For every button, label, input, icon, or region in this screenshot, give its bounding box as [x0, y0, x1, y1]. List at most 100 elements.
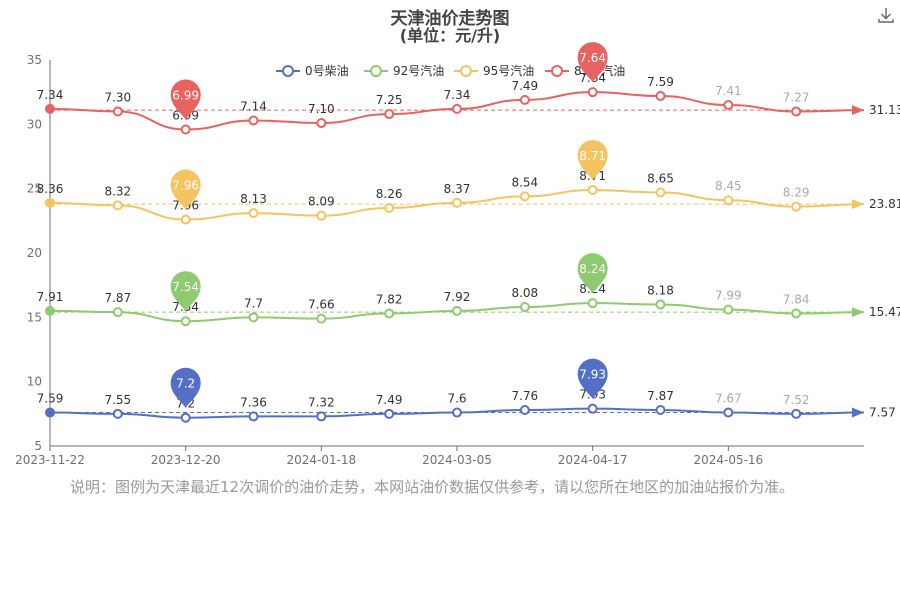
data-point	[316, 411, 327, 422]
data-label: 8.37	[444, 182, 471, 196]
x-tick-label: 2023-11-22	[15, 453, 85, 467]
data-label: 8.65	[647, 172, 674, 186]
legend-label: 92号汽油	[393, 63, 444, 78]
data-point	[655, 404, 666, 415]
y-tick-label: 35	[27, 53, 42, 67]
data-point	[45, 407, 55, 418]
data-label: 7.32	[308, 395, 335, 409]
x-tick-label: 2024-05-16	[693, 453, 763, 467]
data-label: 7.7	[244, 296, 263, 310]
data-point	[452, 103, 462, 114]
data-point	[248, 115, 259, 126]
data-point	[316, 210, 327, 221]
min-marker-pin	[170, 367, 201, 408]
data-label: 7.49	[376, 393, 403, 407]
data-label: 8.09	[308, 195, 335, 209]
min-marker-pin	[170, 169, 201, 210]
data-label: 7.59	[37, 392, 64, 406]
series-end-arrow	[852, 407, 864, 418]
download-icon[interactable]	[877, 6, 895, 24]
max-marker-pin-label: 8.71	[579, 149, 606, 163]
legend-marker	[282, 65, 294, 77]
series-end-value: 7.57	[869, 406, 896, 420]
data-point	[452, 407, 462, 418]
data-label: 7.52	[783, 393, 810, 407]
data-point	[723, 100, 734, 111]
data-point	[45, 305, 55, 316]
y-tick-label: 10	[27, 375, 42, 389]
data-point	[112, 408, 123, 419]
data-point	[791, 106, 802, 117]
min-marker-pin-label: 6.99	[172, 88, 199, 102]
data-point	[587, 87, 598, 98]
data-label: 8.13	[240, 192, 267, 206]
data-point	[45, 103, 55, 114]
data-label: 8.54	[511, 175, 538, 189]
y-tick-label: 25	[27, 182, 42, 196]
data-point	[248, 208, 259, 219]
data-label: 7.49	[511, 79, 538, 93]
data-label: 7.34	[37, 88, 64, 102]
x-tick-label: 2024-01-18	[286, 453, 356, 467]
max-marker-pin	[577, 42, 608, 83]
series-end-arrow	[852, 199, 864, 210]
data-point	[45, 197, 55, 208]
max-marker-pin	[577, 253, 608, 294]
data-point	[180, 214, 191, 225]
data-label: 7.59	[647, 75, 674, 89]
data-point	[655, 187, 666, 198]
data-label: 7.10	[308, 102, 335, 116]
data-label: 7.76	[511, 389, 538, 403]
data-label: 7.55	[104, 393, 131, 407]
max-marker-pin-label: 7.64	[579, 51, 606, 65]
data-point	[723, 195, 734, 206]
legend-marker	[460, 65, 472, 77]
data-label: 7.92	[444, 290, 471, 304]
data-point	[587, 298, 598, 309]
data-label: 8.45	[715, 179, 742, 193]
data-point	[587, 403, 598, 414]
y-tick-label: 15	[27, 310, 42, 324]
data-point	[112, 200, 123, 211]
data-point	[112, 106, 123, 117]
y-tick-label: 20	[27, 246, 42, 260]
legend-label: 0号柴油	[305, 64, 349, 78]
data-label: 8.32	[104, 184, 131, 198]
line-chart: 5 10 15 20 25 30 35 2023-11-22 2023-12-20 2024-01…	[15, 42, 900, 467]
max-marker-pin-label: 7.93	[579, 368, 606, 382]
series-end-value: 31.13	[869, 103, 900, 117]
data-label: 8.26	[376, 187, 403, 201]
data-point	[519, 94, 530, 105]
max-marker-pin-label: 8.24	[579, 262, 606, 276]
min-marker-pin	[170, 79, 201, 120]
min-marker-pin-label: 7.54	[172, 280, 199, 294]
data-point	[791, 408, 802, 419]
chart-subtitle: (单位：元/升)	[399, 26, 501, 45]
y-tick-label: 30	[27, 117, 42, 131]
data-point	[384, 202, 395, 213]
data-label: 8.36	[37, 182, 64, 196]
data-label: 7.82	[376, 292, 403, 306]
data-point	[316, 118, 327, 129]
data-label: 7.41	[715, 84, 742, 98]
data-point	[723, 407, 734, 418]
data-label: 7.6	[447, 392, 466, 406]
min-marker-pin-label: 7.96	[172, 179, 199, 193]
y-tick-label: 5	[34, 439, 42, 453]
data-point	[248, 411, 259, 422]
data-label: 7.36	[240, 395, 267, 409]
min-marker-pin	[170, 271, 201, 312]
data-label: 7.91	[37, 290, 64, 304]
data-label: 7.14	[240, 99, 267, 113]
data-label: 7.25	[376, 93, 403, 107]
data-point	[655, 91, 666, 102]
data-label: 7.66	[308, 298, 335, 312]
data-label: 8.18	[647, 283, 674, 297]
data-point	[587, 184, 598, 195]
data-label: 7.87	[104, 291, 131, 305]
data-point	[791, 201, 802, 212]
data-point	[180, 124, 191, 135]
max-marker-pin	[577, 358, 608, 399]
data-point	[452, 197, 462, 208]
legend-marker	[370, 65, 382, 77]
